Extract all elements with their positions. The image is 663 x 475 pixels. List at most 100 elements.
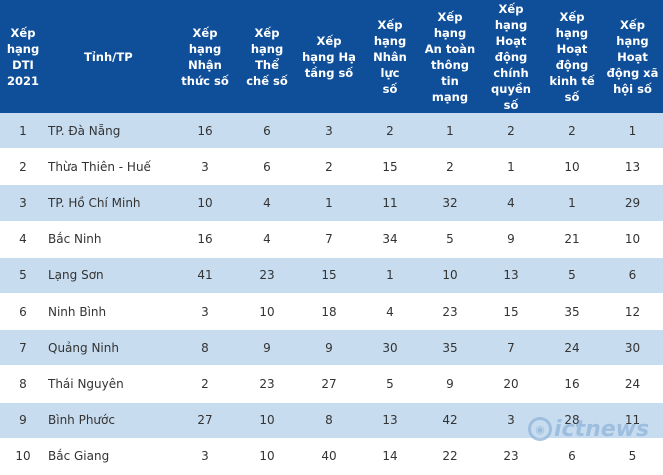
score-cell: 1 — [386, 268, 394, 283]
province-name-cell: TP. Hồ Chí Minh — [48, 195, 141, 210]
rank-cell: 3 — [19, 195, 27, 210]
watermark-text: ictnews — [554, 416, 650, 442]
score-cell: 30 — [382, 340, 398, 355]
table-row: 9 Bình Phước 27 10 8 13 42 3 28 11 — [0, 402, 663, 439]
score-cell: 13 — [624, 159, 641, 174]
province-name-cell: Bắc Ninh — [48, 232, 102, 247]
score-cell: 4 — [263, 195, 271, 210]
score-cell: 41 — [197, 268, 213, 283]
table-header: Xếp hạng DTI 2021 Tỉnh/TP Xếp hạng Nhận th… — [0, 0, 663, 113]
rank-cell: 8 — [19, 376, 27, 391]
score-cell: 3 — [201, 449, 209, 464]
score-cell: 24 — [624, 376, 641, 391]
score-cell: 27 — [197, 413, 213, 428]
score-cell: 6 — [263, 159, 271, 174]
score-cell: 3 — [201, 159, 209, 174]
score-cell: 9 — [507, 232, 515, 247]
score-cell: 35 — [564, 304, 580, 319]
score-cell: 6 — [263, 123, 271, 138]
score-cell: 23 — [442, 304, 458, 319]
score-cell: 3 — [507, 413, 515, 428]
header-cell-7: Xếp hạng Hoạt động chính quyền số — [491, 1, 531, 112]
rank-cell: 9 — [19, 413, 27, 428]
score-cell: 1 — [325, 195, 333, 210]
table-row: 6 Ninh Bình 3 10 18 4 23 15 35 12 — [0, 293, 663, 331]
score-cell: 2 — [568, 123, 576, 138]
score-cell: 2 — [446, 159, 454, 174]
table-row: 3 TP. Hồ Chí Minh 10 4 1 11 32 4 1 29 — [0, 185, 663, 222]
score-cell: 7 — [325, 232, 333, 247]
score-cell: 6 — [628, 268, 637, 283]
header-cell-9: Xếp hạng Hoạt động xã hội số — [606, 17, 659, 96]
score-cell: 10 — [197, 195, 213, 210]
score-cell: 23 — [259, 268, 275, 283]
table-row: 5 Lạng Sơn 41 23 15 1 10 13 5 6 — [0, 257, 663, 294]
header-cell-4: Xếp hạng Hạ tầng số — [302, 33, 356, 80]
header-cell-8: Xếp hạng Hoạt động kinh tế số — [549, 9, 595, 104]
score-cell: 10 — [259, 413, 275, 428]
score-cell: 1 — [628, 123, 637, 138]
score-cell: 22 — [442, 449, 458, 464]
score-cell: 9 — [263, 340, 271, 355]
score-cell: 10 — [442, 268, 458, 283]
score-cell: 40 — [321, 449, 337, 464]
score-cell: 29 — [624, 195, 641, 210]
table-body: 1 TP. Đà Nẵng 16 6 3 2 1 2 2 1 2 Thừa Thiên - Huế 3 6… — [0, 113, 663, 475]
score-cell: 18 — [321, 304, 337, 319]
score-cell: 5 — [628, 449, 637, 464]
table-row: 8 Thái Nguyên 2 23 27 5 9 20 16 24 — [0, 366, 663, 403]
header-cell-6: Xếp hạng An toàn thông tin mạng — [424, 9, 476, 104]
score-cell: 11 — [624, 413, 641, 428]
header-cell-2: Xếp hạng Nhận thức số — [181, 25, 229, 88]
score-cell: 15 — [503, 304, 519, 319]
score-cell: 15 — [321, 268, 337, 283]
header-cell-0: Xếp hạng DTI 2021 — [6, 25, 40, 88]
province-name-cell: Thừa Thiên - Huế — [48, 159, 151, 174]
score-cell: 8 — [325, 413, 333, 428]
score-cell: 14 — [382, 449, 398, 464]
score-cell: 5 — [446, 232, 454, 247]
score-cell: 10 — [624, 232, 641, 247]
score-cell: 21 — [564, 232, 580, 247]
score-cell: 16 — [564, 376, 580, 391]
score-cell: 23 — [503, 449, 519, 464]
table-row: 1 TP. Đà Nẵng 16 6 3 2 1 2 2 1 — [0, 113, 663, 150]
rank-cell: 4 — [19, 232, 27, 247]
score-cell: 6 — [568, 449, 576, 464]
rank-cell: 7 — [19, 340, 27, 355]
table-row: 4 Bắc Ninh 16 4 7 34 5 9 21 10 — [0, 221, 663, 258]
table-row: 7 Quảng Ninh 8 9 9 30 35 7 24 30 — [0, 330, 663, 367]
score-cell: 5 — [568, 268, 576, 283]
score-cell: 10 — [259, 449, 275, 464]
score-cell: 27 — [321, 376, 337, 391]
rank-cell: 5 — [19, 268, 27, 283]
province-name-cell: TP. Đà Nẵng — [48, 123, 121, 138]
score-cell: 35 — [442, 340, 458, 355]
table-row: 2 Thừa Thiên - Huế 3 6 2 15 2 1 10 13 — [0, 149, 663, 186]
score-cell: 1 — [507, 159, 515, 174]
score-cell: 42 — [442, 413, 458, 428]
score-cell: 28 — [564, 413, 580, 428]
score-cell: 1 — [568, 195, 576, 210]
ictnews-logo-icon: ◉ — [528, 417, 552, 441]
score-cell: 32 — [442, 195, 458, 210]
score-cell: 34 — [382, 232, 398, 247]
province-name-cell: Quảng Ninh — [48, 340, 119, 355]
score-cell: 2 — [386, 123, 394, 138]
score-cell: 2 — [507, 123, 515, 138]
province-name-cell: Lạng Sơn — [48, 268, 104, 283]
header-cell-3: Xếp hạng Thể chế số — [246, 25, 288, 88]
score-cell: 10 — [259, 304, 275, 319]
province-name-cell: Bình Phước — [48, 413, 115, 428]
score-cell: 23 — [259, 376, 275, 391]
score-cell: 1 — [446, 123, 454, 138]
score-cell: 11 — [382, 195, 398, 210]
score-cell: 13 — [382, 413, 398, 428]
table-row: 10 Bắc Giang 3 10 40 14 22 23 6 5 — [0, 438, 663, 475]
score-cell: 3 — [201, 304, 209, 319]
score-cell: 24 — [564, 340, 580, 355]
score-cell: 9 — [446, 376, 454, 391]
score-cell: 20 — [503, 376, 519, 391]
score-cell: 15 — [382, 159, 398, 174]
